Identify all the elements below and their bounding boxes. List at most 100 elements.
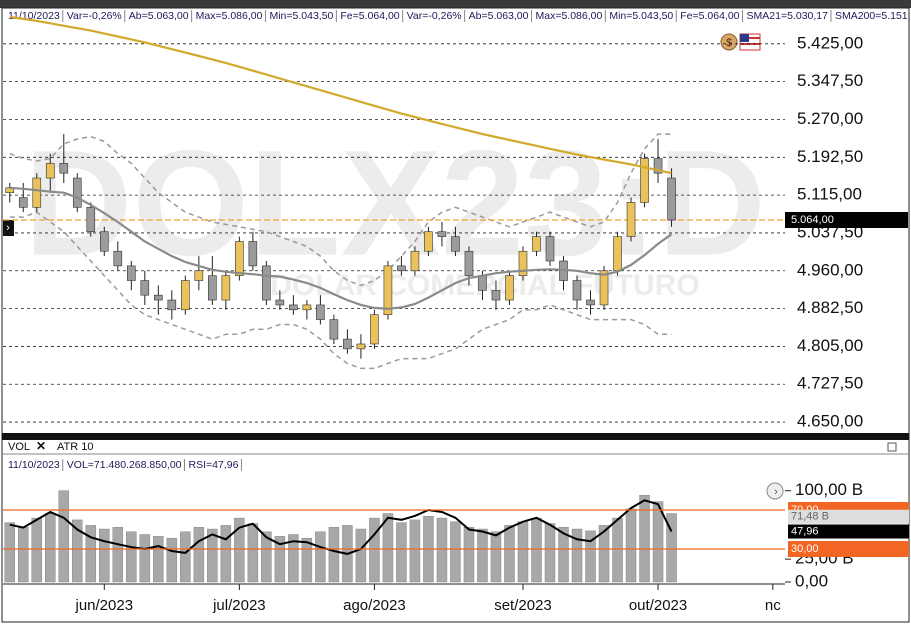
candle-body [518,250,528,276]
volume-bar [436,517,448,583]
candle-body [316,304,325,320]
candle-body [235,241,244,276]
info-item: Max=5.086,00 [535,10,602,22]
candle-body [586,299,595,306]
candle-body [532,236,541,252]
candle-body [262,265,271,301]
volume-bar [261,531,272,583]
candle-body [667,177,676,221]
volume-bar [72,519,83,583]
info-item: Max=5.086,00 [196,10,263,22]
last-value-label: 47,96 [791,525,819,537]
info-item: Ab=5.063,00 [129,10,189,22]
volume-bar [4,522,16,583]
bollinger-band [9,211,672,370]
volume-bar [369,517,380,583]
volume-bar [99,528,110,583]
panel-tab[interactable]: ATR 10 [57,441,93,453]
volume-bar [193,526,205,583]
y-tick-label: 4.650,00 [797,412,863,431]
info-item: Fe=5.064,00 [680,10,739,22]
volume-bar [477,528,488,583]
scroll-marker[interactable] [3,220,14,236]
volume-bar [625,508,637,583]
moving-average [9,186,673,310]
candle-body [640,158,649,203]
candle-body [154,294,163,301]
candle-body [613,236,622,272]
info-item: Fe=5.064,00 [340,10,399,22]
last-value-box [788,509,909,524]
y-tick-label: 5.347,50 [797,71,863,90]
rsi-level-label: 30,00 [791,543,819,555]
candle-body [45,163,55,179]
scroll-icon-arrow: › [774,486,778,498]
x-tick-label: jul/2023 [212,597,266,614]
candle-body [5,187,15,193]
panel-tab[interactable]: VOL [8,441,30,453]
volume-bar [585,530,596,583]
volume-bar [18,526,29,583]
volume-bar [58,490,70,583]
info-item: Min=5.043,50 [269,10,333,22]
candle-body [356,343,366,350]
y-tick-label: 5.192,50 [797,147,863,166]
volume-bar [652,501,664,583]
volume-bar [45,513,56,583]
candle-body [383,265,393,315]
candle-body [329,319,339,340]
moving-average [9,15,672,175]
last-value-label: 71,48 B [791,511,829,523]
volume-bar [288,534,299,583]
candle-body [424,231,433,252]
volume-bar [531,517,542,583]
panel-button[interactable] [887,442,897,452]
info-item: Var=-0,26% [67,10,122,22]
candle-body [32,177,42,208]
candle-body [599,270,609,306]
candle-body [653,158,663,174]
candle-body [572,280,582,301]
icons: $ [720,33,761,51]
scroll-icon[interactable] [766,482,784,500]
candle-body [99,231,109,252]
volume-bar [274,536,286,583]
volume-bar [517,521,529,583]
y-tick-label: 4.727,50 [797,374,863,393]
volume-bar [396,522,407,583]
y-tick-label: 4.882,50 [797,298,863,317]
candle-body [72,177,82,208]
volume-bar [85,525,97,583]
x-tick-label: out/2023 [629,597,687,614]
y-tick-label: 0,00 [795,571,828,590]
last-price-box [785,212,908,229]
volume-bar [112,526,124,583]
candle-body [59,163,69,174]
volume-bar [139,534,151,583]
candle-body [397,265,406,272]
candle-body [289,304,298,311]
candle-body [437,231,447,237]
candle-body [410,250,420,272]
info-item: SMA200=5.151, [835,10,911,22]
volume-bar [409,519,421,583]
volume-bar [126,531,137,583]
candle-body [208,275,217,301]
candle-body [370,314,379,345]
candle-body [451,236,460,252]
candle-body [113,250,123,267]
y-tick-label: 100,00 B [795,480,863,499]
close-icon[interactable]: ✕ [36,439,46,453]
volume-bar [207,528,218,583]
y-tick-label: 5.425,00 [797,33,863,52]
candle-body [626,202,636,237]
volume-bar [639,495,650,583]
x-tick-label: jun/2023 [75,597,134,614]
candle-body [221,275,231,301]
volume-bar [328,526,340,583]
volume-bar [450,521,461,583]
volume-bar [463,526,475,583]
volume-bar [247,523,259,583]
volume-bar [504,525,515,583]
volume-bar [153,536,164,583]
